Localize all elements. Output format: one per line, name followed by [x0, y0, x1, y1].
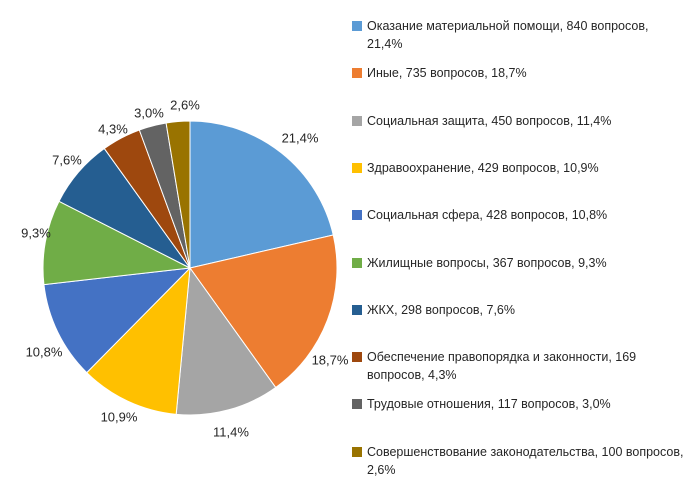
legend-label: Иные, 735 вопросов, 18,7%	[367, 66, 527, 81]
legend-swatch-icon	[352, 68, 362, 79]
legend-item-5: Социальная сфера, 428 вопросов, 10,8%	[352, 206, 682, 224]
pie-slice-10	[165, 120, 191, 269]
pie-slice-2	[189, 234, 338, 388]
legend-item-9: Трудовые отношения, 117 вопросов, 3,0%	[352, 395, 682, 413]
legend-swatch-icon	[352, 257, 362, 268]
legend-swatch-icon	[352, 352, 362, 363]
legend-swatch-icon	[352, 115, 362, 126]
legend-item-7: ЖКХ, 298 вопросов, 7,6%	[352, 301, 682, 319]
pie-data-label-2: 18,7%	[312, 353, 349, 368]
legend-item-8: Обеспечение правопорядка и законности, 1…	[352, 348, 682, 384]
pie-data-label-4: 10,9%	[101, 410, 138, 425]
legend-label: Трудовые отношения, 117 вопросов, 3,0%	[367, 397, 611, 412]
legend-label: Здравоохранение, 429 вопросов, 10,9%	[367, 160, 599, 175]
legend-item-10: Совершенствование законодательства, 100 …	[352, 443, 684, 479]
legend-swatch-icon	[352, 399, 362, 410]
pie-data-label-6: 9,3%	[21, 226, 51, 241]
legend-label: Оказание материальной помощи, 840 вопрос…	[367, 19, 649, 51]
legend-swatch-icon	[352, 162, 362, 173]
pie-data-label-1: 21,4%	[282, 131, 319, 146]
legend-item-6: Жилищные вопросы, 367 вопросов, 9,3%	[352, 254, 682, 272]
legend-label: ЖКХ, 298 вопросов, 7,6%	[367, 302, 515, 317]
legend-swatch-icon	[352, 304, 362, 315]
legend-label: Обеспечение правопорядка и законности, 1…	[367, 350, 637, 383]
pie-data-label-5: 10,8%	[26, 345, 63, 360]
pie-data-label-7: 7,6%	[52, 153, 82, 168]
pie-data-label-8: 4,3%	[98, 122, 128, 137]
pie-slice-4	[86, 267, 191, 415]
legend-item-1: Оказание материальной помощи, 840 вопрос…	[352, 17, 682, 53]
legend-label: Социальная защита, 450 вопросов, 11,4%	[367, 113, 612, 128]
legend-item-3: Социальная защита, 450 вопросов, 11,4%	[352, 112, 682, 130]
legend-label: Социальная сфера, 428 вопросов, 10,8%	[367, 208, 608, 223]
legend-item-4: Здравоохранение, 429 вопросов, 10,9%	[352, 159, 682, 177]
pie-data-label-9: 3,0%	[134, 106, 164, 121]
legend-item-2: Иные, 735 вопросов, 18,7%	[352, 64, 682, 82]
legend-swatch-icon	[352, 446, 362, 457]
pie-slice-3	[175, 267, 277, 416]
pie-slice-6	[42, 200, 191, 286]
legend-label: Совершенствование законодательства, 100 …	[367, 444, 684, 477]
pie-data-label-3: 11,4%	[213, 425, 249, 440]
legend-label: Жилищные вопросы, 367 вопросов, 9,3%	[367, 255, 607, 270]
pie-slice-5	[43, 267, 191, 374]
pie-slice-1	[189, 120, 334, 269]
legend-swatch-icon	[352, 210, 362, 221]
pie-data-label-10: 2,6%	[170, 98, 200, 113]
legend-swatch-icon	[352, 21, 362, 31]
